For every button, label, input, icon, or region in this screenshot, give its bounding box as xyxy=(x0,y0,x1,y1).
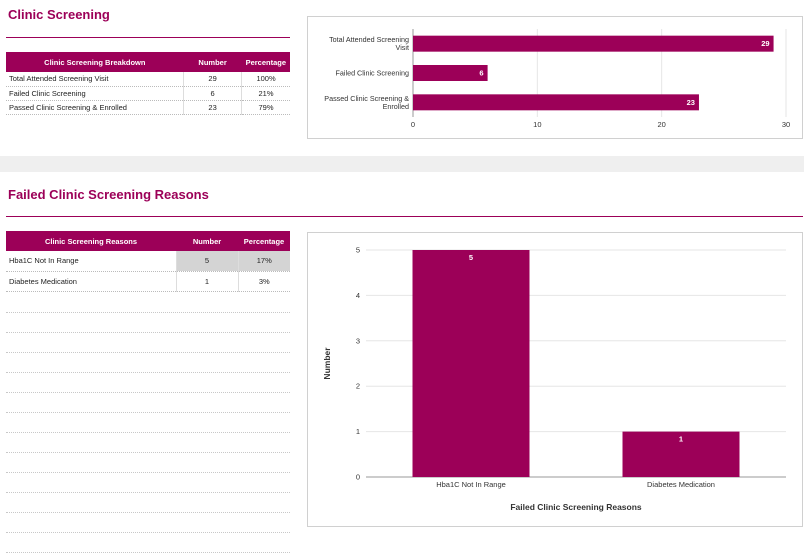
row-label: Hba1C Not In Range xyxy=(6,251,176,272)
y-tick-label: 4 xyxy=(356,291,360,300)
empty-table-row xyxy=(6,532,290,533)
section-separator-band xyxy=(0,156,804,172)
row-number: 5 xyxy=(175,251,238,272)
bar-data-label: 6 xyxy=(479,69,483,78)
empty-table-row xyxy=(6,472,290,473)
section-title-clinic-screening: Clinic Screening xyxy=(8,7,110,22)
bar-data-label: 5 xyxy=(469,253,473,262)
section-title-failed-reasons: Failed Clinic Screening Reasons xyxy=(8,187,209,202)
empty-table-row xyxy=(6,332,290,333)
table-row: Diabetes Medication 1 3% xyxy=(6,271,290,292)
failed-reasons-table: Clinic Screening Reasons Number Percenta… xyxy=(6,231,290,292)
empty-table-row xyxy=(6,372,290,373)
row-number: 29 xyxy=(183,72,242,87)
column-header-percentage[interactable]: Percentage xyxy=(238,231,290,251)
column-header-breakdown[interactable]: Clinic Screening Breakdown xyxy=(6,52,184,72)
y-category-label: Passed Clinic Screening & Enrolled xyxy=(324,94,409,111)
bar xyxy=(413,65,488,81)
vertical-bar-chart: 0 1 2 3 4 5 5 Hba1C Not In Range 1 Diabetes Medic… xyxy=(322,246,786,512)
x-axis-title: Failed Clinic Screening Reasons xyxy=(510,502,642,512)
row-number: 23 xyxy=(183,100,242,115)
y-category-label: Total Attended Screening Visit xyxy=(329,35,409,52)
table-row: Failed Clinic Screening 6 21% xyxy=(6,86,290,101)
row-percentage: 3% xyxy=(237,271,290,292)
vertical-bar-chart-panel: 0 1 2 3 4 5 5 Hba1C Not In Range 1 Diabetes Medic… xyxy=(307,232,803,527)
empty-table-row xyxy=(6,392,290,393)
x-tick-label: 0 xyxy=(411,120,415,129)
column-header-number[interactable]: Number xyxy=(183,52,242,72)
empty-table-row xyxy=(6,492,290,493)
x-tick-label: 10 xyxy=(533,120,541,129)
x-category-label: Hba1C Not In Range xyxy=(436,480,506,489)
row-label: Passed Clinic Screening & Enrolled xyxy=(6,100,184,115)
bar xyxy=(413,35,774,52)
row-percentage: 100% xyxy=(241,72,290,87)
bar xyxy=(622,431,740,477)
y-tick-label: 0 xyxy=(356,473,360,482)
section-divider xyxy=(6,37,290,38)
x-category-label: Diabetes Medication xyxy=(647,480,715,489)
y-tick-label: 1 xyxy=(356,427,360,436)
empty-table-row xyxy=(6,452,290,453)
bar xyxy=(413,94,699,111)
row-number: 6 xyxy=(183,86,242,101)
empty-table-row xyxy=(6,512,290,513)
row-label: Failed Clinic Screening xyxy=(6,86,184,101)
y-tick-label: 2 xyxy=(356,382,360,391)
horizontal-bar-chart: 0 10 20 30 29 Total Attended Screening Visit 6 F… xyxy=(324,29,790,129)
table-row: Hba1C Not In Range 5 17% xyxy=(6,251,290,272)
column-header-number[interactable]: Number xyxy=(176,231,238,251)
bar xyxy=(412,250,530,477)
empty-table-row xyxy=(6,312,290,313)
bar-data-label: 23 xyxy=(687,98,695,107)
x-tick-label: 20 xyxy=(657,120,665,129)
column-header-reasons[interactable]: Clinic Screening Reasons xyxy=(6,231,176,251)
row-number: 1 xyxy=(175,271,238,292)
empty-table-row xyxy=(6,412,290,413)
x-tick-label: 30 xyxy=(782,120,790,129)
row-label: Diabetes Medication xyxy=(6,271,176,292)
table-row: Passed Clinic Screening & Enrolled 23 79… xyxy=(6,100,290,115)
empty-table-row xyxy=(6,432,290,433)
row-percentage: 17% xyxy=(237,251,290,272)
y-category-label: Failed Clinic Screening xyxy=(335,69,409,78)
clinic-screening-table: Clinic Screening Breakdown Number Percen… xyxy=(6,52,290,115)
y-tick-label: 3 xyxy=(356,336,360,345)
empty-table-row xyxy=(6,352,290,353)
row-percentage: 21% xyxy=(241,86,290,101)
y-axis-title: Number xyxy=(322,347,332,380)
horizontal-bar-chart-panel: 0 10 20 30 29 Total Attended Screening Visit 6 F… xyxy=(307,16,803,139)
section-divider xyxy=(6,216,803,217)
table-row: Total Attended Screening Visit 29 100% xyxy=(6,72,290,87)
row-label: Total Attended Screening Visit xyxy=(6,72,184,87)
bar-data-label: 29 xyxy=(761,39,769,48)
y-tick-label: 5 xyxy=(356,246,360,255)
bar-data-label: 1 xyxy=(679,435,683,444)
row-percentage: 79% xyxy=(241,100,290,115)
column-header-percentage[interactable]: Percentage xyxy=(241,52,290,72)
